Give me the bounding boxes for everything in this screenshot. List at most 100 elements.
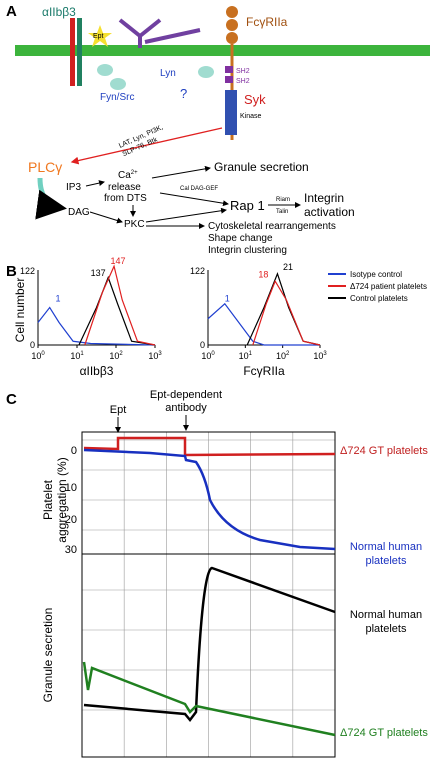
legend-entry: Isotype control	[350, 270, 402, 279]
y-label: Cell number	[13, 278, 27, 343]
y-tick-label: 0	[71, 445, 77, 457]
peak-label: 147	[111, 256, 126, 266]
syk-arrow	[70, 127, 223, 165]
peak-label: 1	[56, 294, 61, 304]
trace-blue	[83, 448, 336, 551]
histogram-curve	[246, 271, 321, 346]
x-tick-label: 101	[70, 351, 84, 361]
src-blob	[110, 78, 126, 90]
ept-star	[88, 25, 112, 47]
peak-label: 1	[225, 294, 230, 304]
tick-base: 10	[148, 351, 158, 361]
y-tick-label: 10	[65, 482, 77, 494]
membrane	[15, 45, 430, 56]
cyto-line: Shape change	[208, 233, 273, 244]
syk-label: Syk	[244, 92, 266, 107]
antibody-label: antibody	[165, 402, 207, 414]
sh2-box	[225, 76, 233, 83]
granule-label: Granule secretion	[214, 160, 309, 174]
ept-label: Ept	[93, 33, 104, 40]
x-tick-label: 100	[201, 351, 215, 361]
tick-base: 10	[31, 351, 41, 361]
tick-exp: 2	[286, 351, 290, 357]
sh2-box	[225, 66, 233, 73]
fyn-src-label: Fyn/Src	[100, 92, 134, 103]
ca-sup: 2+	[131, 170, 138, 176]
arrow	[151, 165, 211, 179]
x-label: FcγRIIa	[243, 364, 285, 378]
arrow	[89, 211, 123, 224]
tick-base: 10	[276, 351, 286, 361]
x-tick-label: 103	[148, 351, 162, 361]
ip3-label: IP3	[66, 182, 81, 193]
antibody-label: Ept-dependent	[150, 389, 222, 401]
lyn-label: Lyn	[160, 68, 176, 79]
y-tick-label: 122	[20, 266, 35, 276]
tick-exp: 0	[41, 351, 45, 357]
histogram-curve	[37, 306, 156, 346]
x-tick-label: 103	[313, 351, 327, 361]
tick-exp: 1	[80, 351, 84, 357]
antibody-arm	[144, 28, 201, 44]
integrin-activation: Integrin	[304, 191, 344, 205]
sh2-label: SH2	[236, 68, 250, 75]
x-tick-label: 102	[109, 351, 123, 361]
y-tick-label: 0	[200, 340, 205, 350]
panel-label: C	[6, 391, 17, 408]
pkc-label: PKC	[124, 219, 145, 230]
cyto-line: Integrin clustering	[208, 245, 287, 256]
receptor-label: FcγRIIa	[246, 15, 288, 29]
integrin-alpha	[70, 18, 75, 86]
cyto-line: Cytoskeletal rearrangements	[208, 221, 336, 232]
receptor	[226, 6, 238, 44]
y-label: aggregation (%)	[55, 457, 69, 542]
trace-label: platelets	[366, 555, 407, 567]
tick-base: 10	[109, 351, 119, 361]
trace-label: platelets	[366, 623, 407, 635]
integrin-activation: activation	[304, 205, 355, 219]
syk-box	[225, 90, 237, 135]
plot-frame	[81, 431, 336, 758]
lyn-blob	[198, 66, 214, 78]
trace-black	[83, 566, 336, 723]
x-tick-label: 100	[31, 351, 45, 361]
tick-exp: 3	[323, 351, 327, 357]
antibody	[118, 18, 162, 48]
y-tick-label: 122	[190, 266, 205, 276]
y-tick-label: 0	[30, 340, 35, 350]
ept-label: Ept	[110, 404, 127, 416]
panel-label: A	[6, 3, 17, 20]
histogram-curve	[207, 302, 320, 346]
plc-label: PLCγ	[28, 159, 62, 175]
sh2-label: SH2	[236, 78, 250, 85]
caldag-label: Cal DAG-GEF	[180, 186, 218, 192]
dag-label: DAG	[68, 207, 90, 218]
histogram-curve	[84, 264, 156, 346]
peak-label: 137	[91, 268, 106, 278]
arrow	[145, 207, 227, 223]
tick-exp: 1	[249, 351, 253, 357]
integrin-beta	[77, 18, 82, 86]
rap1-label: Rap 1	[230, 198, 265, 213]
tick-base: 10	[70, 351, 80, 361]
y-label: Platelet	[41, 479, 55, 520]
tick-base: 10	[313, 351, 323, 361]
y-label: Granule secretion	[41, 608, 55, 703]
histogram-curve	[252, 279, 321, 346]
grid: 0 10 20 30	[65, 432, 335, 757]
trace-label: Δ724 GT platelets	[340, 445, 428, 457]
y-tick-label: 20	[65, 514, 77, 526]
tick-base: 10	[201, 351, 211, 361]
x-label: αIIbβ3	[80, 364, 114, 378]
tick-exp: 0	[211, 351, 215, 357]
trace-green	[82, 661, 336, 737]
talin-label: Talin	[276, 209, 288, 215]
y-tick-label: 30	[65, 544, 77, 556]
tick-base: 10	[239, 351, 249, 361]
trace-label: Normal human	[350, 609, 422, 621]
ca-label: Ca2+	[118, 170, 138, 181]
arrow	[159, 192, 229, 207]
trace-label: Normal human	[350, 541, 422, 553]
